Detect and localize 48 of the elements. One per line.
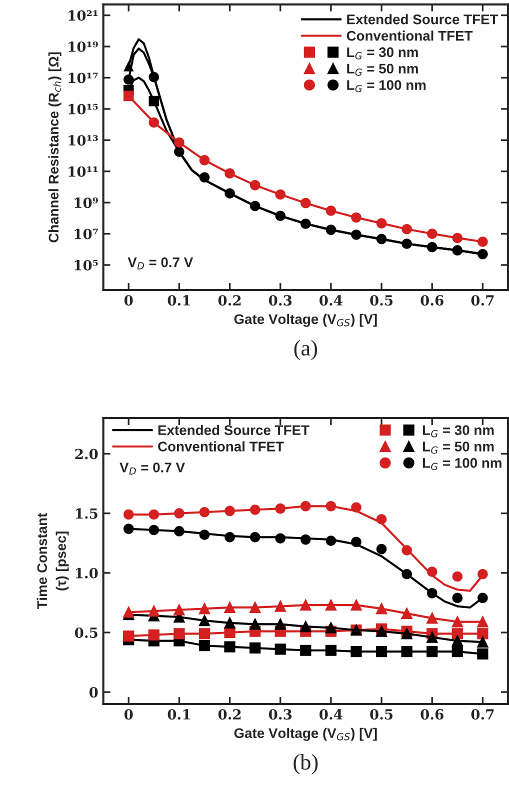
- x-tick-label: 0.2: [218, 709, 241, 720]
- x-tick-label: 0.7: [471, 709, 494, 720]
- y-tick-label: 1.0: [76, 568, 98, 578]
- x-tick-label: 0.5: [370, 295, 393, 306]
- x-tick-label: 0.7: [471, 295, 494, 306]
- legend-label: L$_{G}$ = 50 nm: [347, 64, 418, 76]
- legend-label: Conventional TFET: [346, 30, 473, 41]
- y-tick-label: 0: [89, 687, 98, 698]
- x-tick-label: 0.5: [370, 709, 393, 720]
- legend-label: Conventional TFET: [158, 441, 284, 452]
- y-tick-label: 10¹³: [68, 135, 98, 146]
- text: (a): [294, 340, 318, 360]
- text: (b): [294, 754, 318, 774]
- y-tick-label: 10⁹: [74, 198, 98, 208]
- y-tick-label: 10⁵: [74, 260, 98, 270]
- legend-label: L$_{G}$ = 30 nm: [422, 425, 494, 438]
- x-tick-label: 0.4: [320, 295, 342, 306]
- x-tick-label: 0.4: [320, 709, 342, 720]
- y-tick-label: 10⁷: [74, 228, 98, 240]
- y-tick-label: 10¹⁷: [68, 72, 98, 84]
- x-tick-label: 0.6: [420, 709, 444, 720]
- x-tick-label: 0: [124, 295, 133, 306]
- legend-label: L$_{G}$ = 100 nm: [347, 80, 426, 92]
- x-tick-label: 0.3: [268, 295, 292, 306]
- x-axis-title: Gate Voltage (V$_{GS}$) [V]: [234, 728, 377, 741]
- annotation: V$_{D}$ = 0.7 V: [120, 462, 185, 475]
- legend-label: Extended Source TFET: [347, 14, 498, 24]
- x-axis-title: Gate Voltage (V$_{GS}$) [V]: [234, 314, 377, 327]
- legend-label: L$_{G}$ = 50 nm: [422, 442, 494, 454]
- x-tick-label: 0.1: [168, 709, 190, 720]
- y-tick-label: 2.0: [75, 448, 98, 460]
- y-tick-label: 1.5: [76, 508, 98, 519]
- y-tick-label: 10¹¹: [68, 166, 98, 177]
- x-tick-label: 0.2: [218, 295, 241, 306]
- y-axis-title: Channel Resistance (R$_{ch}$) [Ω]: [48, 52, 62, 242]
- x-tick-label: 0.3: [268, 709, 292, 720]
- annotation: V$_{D}$ = 0.7 V: [128, 257, 194, 270]
- y-tick-label: 10²¹: [68, 10, 98, 21]
- y-tick-label: 10¹⁹: [68, 41, 98, 52]
- legend-label: Extended Source TFET: [158, 424, 310, 436]
- x-tick-label: 0: [124, 709, 133, 720]
- legend-label: L$_{G}$ = 30 nm: [347, 47, 418, 60]
- y-tick-label: 10¹⁵: [68, 104, 98, 114]
- x-tick-label: 0.6: [420, 295, 444, 306]
- x-tick-label: 0.1: [168, 295, 190, 306]
- y-tick-label: 0.5: [74, 627, 98, 638]
- y-axis-title: Time Constant (τ) [psec]: [36, 513, 69, 609]
- legend-label: L$_{G}$ = 100 nm: [422, 458, 502, 470]
